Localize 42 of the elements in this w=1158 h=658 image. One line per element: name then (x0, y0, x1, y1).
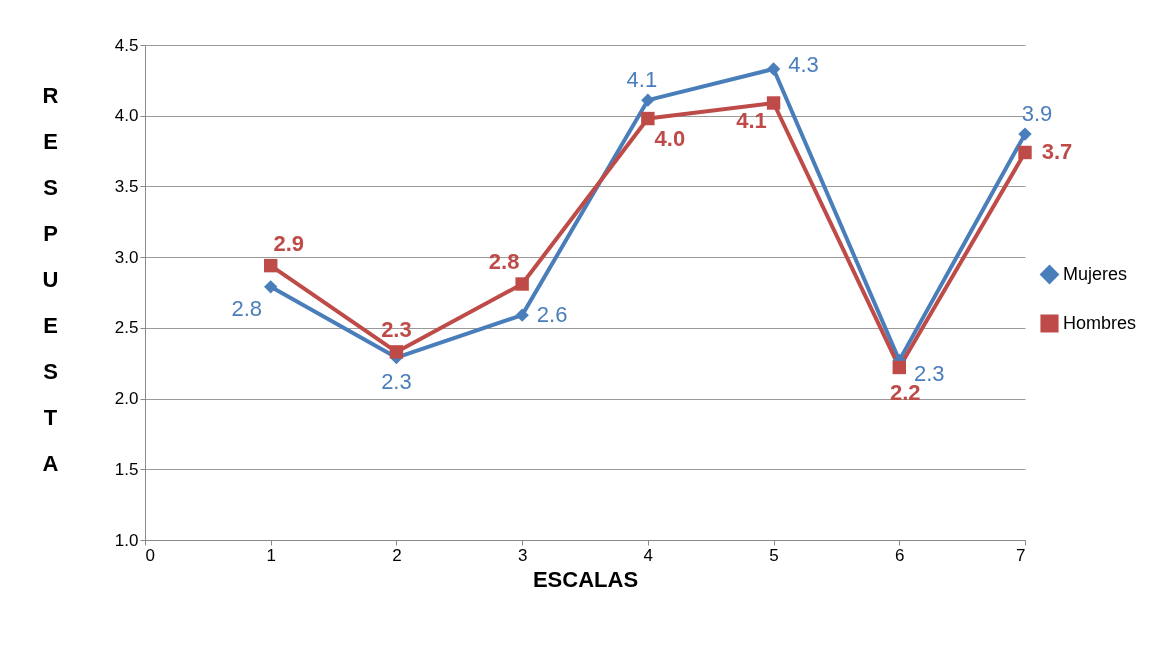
point (264, 258, 278, 273)
point (892, 360, 906, 375)
point (1018, 145, 1032, 160)
y-tick-label: 3.0 (114, 247, 139, 267)
point (515, 308, 529, 322)
point (766, 62, 781, 76)
x-axis-title: ESCALAS (532, 566, 639, 592)
point (641, 93, 655, 107)
legend-label: Mujeres (1063, 263, 1128, 284)
x-tick-label: 7 (1016, 545, 1026, 565)
data-label: 4.0 (654, 125, 686, 151)
y-tick-label: 3.5 (114, 176, 139, 196)
x-tick-label: 0 (145, 545, 155, 565)
x-tick-label: 1 (266, 545, 276, 565)
data-label: 2.8 (231, 295, 263, 321)
data-label: 4.1 (626, 67, 658, 93)
y-tick-label: 4.5 (114, 35, 139, 55)
y-tick-label: 1.5 (114, 459, 139, 479)
data-label: 2.2 (889, 380, 921, 406)
legend-label: Hombres (1063, 312, 1137, 333)
x-tick-label: 6 (895, 545, 905, 565)
x-tick-label: 4 (643, 545, 654, 565)
point (264, 280, 278, 294)
point (641, 111, 655, 126)
data-label: 4.3 (788, 52, 819, 78)
y-tick-label: 2.0 (114, 389, 139, 409)
point (515, 277, 529, 291)
data-label: 2.6 (536, 302, 568, 328)
data-label: 3.7 (1041, 139, 1073, 165)
point (1018, 127, 1032, 141)
y-tick-label: 1.0 (114, 530, 139, 550)
data-label: 2.9 (273, 230, 305, 256)
point (766, 96, 781, 110)
x-tick-label: 2 (392, 545, 402, 565)
y-tick-label: 2.5 (114, 318, 139, 338)
data-label: 2.3 (381, 368, 412, 394)
y-tick-label: 4.0 (114, 106, 139, 126)
text: RESPUESTA (42, 83, 59, 476)
x-tick-label: 5 (769, 545, 779, 565)
x-tick-label: 3 (517, 545, 528, 565)
data-label: 3.9 (1021, 101, 1053, 127)
point (389, 345, 404, 359)
